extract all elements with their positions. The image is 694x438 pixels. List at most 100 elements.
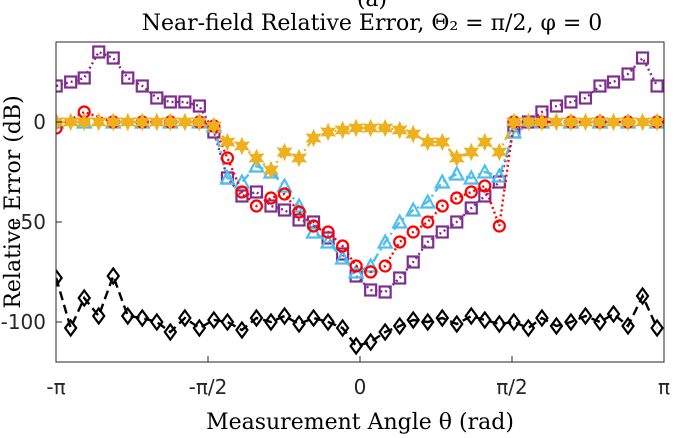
data-point-hexagram-29 — [463, 142, 480, 162]
data-point-square-29 — [464, 201, 478, 215]
data-point-square-15 — [264, 199, 278, 213]
data-point-triangle-20 — [404, 201, 422, 217]
data-point-diamond-42 — [650, 318, 664, 338]
data-point-circle-9 — [249, 199, 264, 213]
data-point-square-25 — [406, 255, 420, 269]
data-point-triangle-11 — [276, 177, 293, 193]
x-tick-label-2: 0 — [354, 375, 367, 399]
data-point-circle-11 — [277, 187, 292, 201]
y-tick-label-2: -100 — [1, 310, 46, 334]
data-point-hexagram-30 — [476, 132, 493, 152]
data-point-circle-26 — [492, 219, 506, 233]
data-point-hexagram-13 — [233, 136, 250, 156]
y-tick-label-0: 0 — [33, 110, 46, 134]
data-point-square-24 — [393, 271, 407, 285]
data-point-hexagram-2 — [76, 112, 93, 132]
data-point-triangle-7 — [219, 169, 236, 185]
data-point-diamond-3 — [91, 306, 106, 326]
data-point-diamond-33 — [521, 318, 536, 338]
data-point-square-1 — [64, 75, 78, 89]
data-point-diamond-22 — [363, 332, 378, 352]
data-point-square-37 — [578, 91, 593, 105]
data-point-diamond-34 — [535, 308, 549, 328]
data-point-circle-15 — [335, 239, 350, 253]
data-point-diamond-18 — [306, 308, 321, 328]
data-point-hexagram-18 — [305, 128, 322, 148]
data-point-circle-20 — [406, 225, 420, 239]
data-point-triangle-23 — [448, 165, 466, 181]
data-point-diamond-21 — [349, 336, 363, 356]
x-tick-label-1: -π/2 — [189, 375, 228, 399]
data-point-triangle-18 — [376, 233, 394, 249]
data-point-hexagram-10 — [191, 112, 208, 132]
data-point-square-5 — [121, 71, 135, 85]
data-point-diamond-15 — [264, 312, 278, 332]
data-point-square-17 — [292, 213, 306, 227]
data-point-square-36 — [564, 95, 578, 109]
data-point-diamond-26 — [420, 312, 435, 332]
data-point-hexagram-37 — [577, 112, 594, 132]
data-point-triangle-14 — [319, 233, 337, 249]
data-point-circle-17 — [364, 265, 378, 279]
data-point-hexagram-11 — [205, 116, 222, 136]
chart-title: Near-field Relative Error, Θ₂ = π/2, φ =… — [142, 11, 603, 36]
data-point-triangle-27 — [505, 123, 523, 139]
data-point-hexagram-17 — [291, 148, 308, 168]
data-point-diamond-4 — [106, 266, 121, 286]
panel-label: (a) — [357, 0, 387, 12]
data-point-diamond-11 — [207, 310, 221, 330]
data-point-hexagram-20 — [334, 120, 351, 140]
data-point-diamond-13 — [235, 320, 249, 340]
data-point-diamond-24 — [392, 316, 407, 336]
data-point-diamond-1 — [63, 318, 78, 338]
data-point-diamond-20 — [335, 318, 350, 338]
data-point-square-13 — [235, 189, 249, 203]
y-axis: 0 -50 -100 — [1, 110, 62, 334]
data-point-triangle-22 — [433, 173, 451, 189]
data-point-hexagram-6 — [134, 112, 151, 132]
data-point-triangle-24 — [462, 169, 480, 185]
data-point-circle-12 — [292, 205, 306, 219]
data-point-circle-23 — [450, 191, 464, 205]
data-point-hexagram-19 — [320, 122, 337, 142]
data-point-square-10 — [192, 99, 206, 113]
data-point-diamond-12 — [220, 312, 235, 332]
series-4 — [56, 266, 664, 356]
series-line-4 — [56, 272, 659, 348]
data-point-triangle-15 — [334, 249, 351, 265]
x-tick-label-3: π/2 — [496, 375, 528, 399]
data-point-diamond-17 — [292, 314, 306, 334]
data-point-square-23 — [378, 285, 392, 299]
data-point-triangle-26 — [490, 167, 508, 183]
data-point-diamond-28 — [449, 314, 464, 334]
data-point-hexagram-23 — [377, 118, 394, 138]
data-point-circle-16 — [349, 259, 363, 273]
data-point-triangle-25 — [476, 163, 494, 179]
data-point-diamond-36 — [564, 312, 578, 332]
data-point-square-40 — [621, 67, 635, 81]
series-3 — [56, 112, 664, 180]
data-point-hexagram-28 — [448, 148, 465, 168]
data-point-circle-21 — [421, 215, 435, 229]
data-point-square-14 — [249, 185, 264, 199]
data-point-square-8 — [163, 95, 177, 109]
data-point-diamond-6 — [135, 308, 150, 328]
data-point-circle-25 — [478, 179, 492, 193]
data-point-diamond-30 — [477, 310, 492, 330]
data-point-diamond-41 — [635, 286, 650, 306]
data-point-square-3 — [92, 45, 106, 59]
data-point-hexagram-16 — [276, 142, 293, 162]
data-point-diamond-5 — [120, 306, 135, 326]
data-point-circle-19 — [393, 235, 407, 249]
data-point-square-27 — [435, 225, 449, 239]
data-point-diamond-25 — [406, 310, 421, 330]
x-tick-label-0: -π — [46, 375, 65, 399]
data-point-triangle-12 — [290, 197, 308, 213]
data-point-hexagram-42 — [649, 112, 664, 132]
data-point-square-6 — [135, 79, 149, 93]
data-point-circle-10 — [264, 191, 278, 205]
data-point-square-42 — [650, 79, 664, 93]
data-point-diamond-29 — [464, 306, 479, 326]
data-point-circle-7 — [220, 151, 235, 165]
